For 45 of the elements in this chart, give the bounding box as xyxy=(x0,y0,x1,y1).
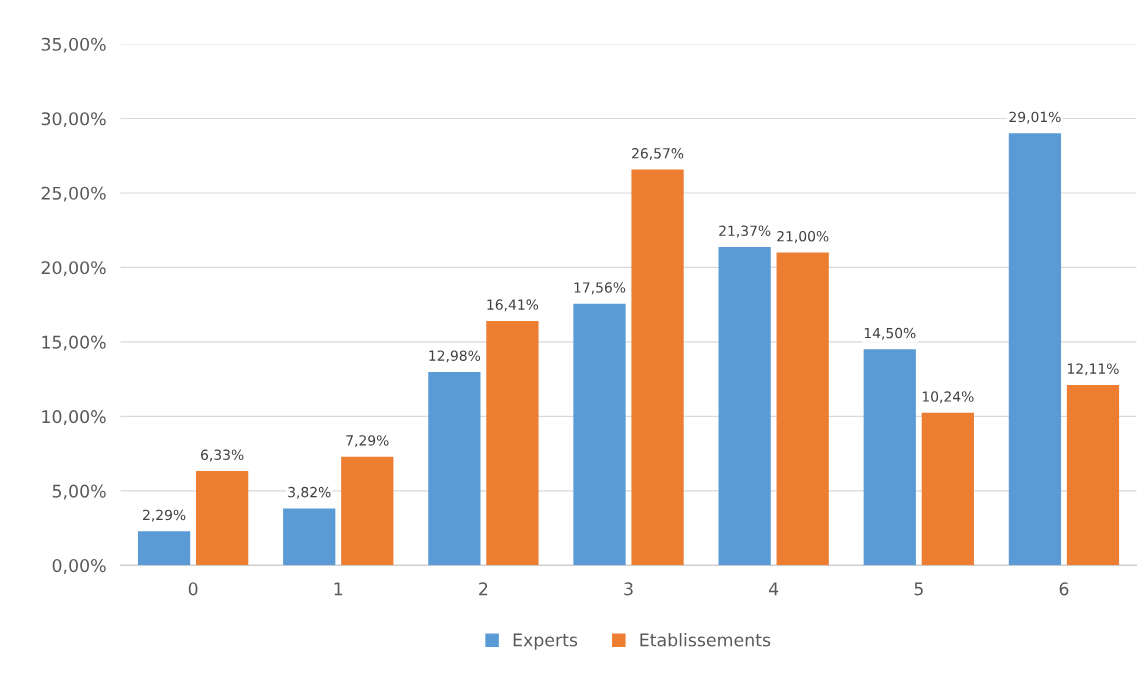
data-label: 10,24% xyxy=(922,391,974,404)
y-tick-label: 30,00% xyxy=(41,112,106,128)
x-tick-label: 2 xyxy=(479,582,488,596)
data-label: 29,01% xyxy=(1009,111,1061,124)
data-label: 21,00% xyxy=(777,230,829,243)
y-tick-label: 15,00% xyxy=(42,335,106,351)
y-tick-label: 10,00% xyxy=(42,410,106,425)
data-label: 17,56% xyxy=(574,282,626,295)
x-tick-label: 0 xyxy=(188,582,198,596)
x-tick-label: 5 xyxy=(914,582,923,596)
data-label: 26,57% xyxy=(632,148,684,160)
legend-label: Etablissements xyxy=(640,633,771,647)
bar xyxy=(1008,133,1062,566)
y-tick-label: 35,00% xyxy=(41,37,106,53)
data-label: 3,82% xyxy=(288,486,331,499)
bar xyxy=(1066,384,1120,566)
bar xyxy=(776,252,829,566)
data-label: 6,33% xyxy=(201,449,244,462)
bar xyxy=(863,349,916,566)
bar xyxy=(486,320,539,566)
legend-label: Experts xyxy=(513,633,578,650)
bar xyxy=(718,247,771,566)
bar xyxy=(573,303,626,566)
data-label: 2,29% xyxy=(143,509,186,522)
x-tick-label: 4 xyxy=(769,582,779,596)
bar xyxy=(341,456,394,566)
bar xyxy=(631,169,684,566)
bar xyxy=(428,371,481,566)
bar xyxy=(283,508,336,566)
data-label: 7,29% xyxy=(346,435,389,448)
x-tick-label: 3 xyxy=(624,582,633,596)
data-label: 14,50% xyxy=(864,327,916,340)
x-tick-label: 1 xyxy=(334,582,343,596)
bar xyxy=(921,412,974,566)
y-tick-label: 0,00% xyxy=(52,559,106,574)
y-tick-label: 25,00% xyxy=(41,186,106,202)
bar xyxy=(137,531,191,566)
x-tick-label: 6 xyxy=(1059,582,1069,596)
data-label: 12,98% xyxy=(429,350,481,363)
data-label: 16,41% xyxy=(487,299,539,312)
data-label: 12,11% xyxy=(1068,363,1119,376)
y-tick-label: 5,00% xyxy=(52,484,106,500)
data-label: 21,37% xyxy=(719,225,771,238)
bar xyxy=(196,471,249,566)
y-tick-label: 20,00% xyxy=(41,261,106,277)
